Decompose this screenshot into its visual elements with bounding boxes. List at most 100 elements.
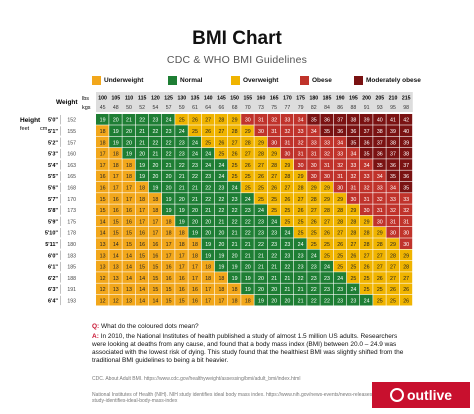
bmi-cell-value: 25 [311,231,317,237]
bmi-cell-value: 21 [245,253,251,259]
bmi-cell [267,193,281,204]
bmi-cell-value: 35 [364,152,370,158]
bmi-cell [294,114,307,125]
bmi-cell-value: 18 [192,242,198,248]
bmi-cell-value: 22 [298,276,304,282]
bmi-cell-value: 32 [390,208,396,214]
bmi-cell-value: 21 [298,298,304,304]
bmi-cell [294,193,307,204]
bmi-cell [307,215,320,227]
bmi-cell [162,170,175,182]
bmi-cell [373,114,386,125]
bmi-cell [188,272,201,283]
bmi-cell-value: 25 [284,219,290,225]
bmi-cell-value: 23 [337,298,343,304]
bmi-cell [399,272,413,283]
weight-lbs-tick: 205 [375,96,384,102]
bmi-cell-value: 26 [390,287,396,293]
bmi-cell [135,294,149,306]
bmi-cell-value: 16 [152,242,158,248]
faq-answer-prefix: A: [92,333,99,340]
height-ft-tick: 6'1" [48,265,58,271]
bmi-cell-value: 25 [179,118,185,124]
height-cm-tick: 155 [67,129,76,135]
bmi-cell-value: 16 [166,265,172,271]
bmi-cell-value: 20 [166,174,172,180]
bmi-cell-value: 21 [192,197,198,203]
bmi-cell [346,147,360,159]
bmi-cell-value: 15 [179,298,185,304]
bmi-cell [267,125,281,136]
bmi-cell [373,170,386,182]
height-ft-tick: 5'9" [48,219,58,225]
bmi-cell-value: 27 [377,253,383,259]
bmi-cell [228,181,241,193]
bmi-cell [148,249,162,261]
bmi-cell [360,114,373,125]
bmi-cell [109,249,122,261]
bmi-cell [135,181,149,193]
bmi-cell [162,227,175,238]
bmi-cell-value: 31 [284,140,290,146]
bmi-cell-value: 18 [166,231,172,237]
bmi-cell [135,215,149,227]
bmi-cell [386,260,399,272]
bmi-cell [346,215,360,227]
bmi-cell-value: 21 [245,242,251,248]
bmi-cell-value: 30 [245,118,251,124]
bmi-cell [360,238,373,249]
bmi-cell [254,238,267,249]
bmi-cell [267,215,281,227]
bmi-cell-value: 13 [126,287,132,293]
bmi-cell [122,204,135,216]
legend-item-underweight: Underweight [92,76,143,85]
bmi-cell [333,136,347,148]
bmi-cell [96,215,109,227]
bmi-cell [122,125,135,136]
height-tick-divider [60,126,61,136]
bmi-cell [346,114,360,125]
bmi-cell [373,204,386,216]
bmi-cell-value: 20 [152,174,158,180]
bmi-cell-value: 30 [390,231,396,237]
height-tick-divider [60,194,61,204]
bmi-cell [399,170,413,182]
bmi-cell [346,181,360,193]
bmi-cell-value: 25 [364,287,370,293]
bmi-cell [333,238,347,249]
bmi-cell [188,181,201,193]
bmi-cell [214,193,228,204]
bmi-cell [254,227,267,238]
weight-kgs-tick: 95 [390,105,396,111]
bmi-cell [109,125,122,136]
bmi-cell-value: 15 [126,231,132,237]
bmi-cell-value: 25 [377,287,383,293]
bmi-cell-value: 22 [271,253,277,259]
bmi-cell-value: 25 [232,163,238,169]
bmi-cell [135,227,149,238]
bmi-cell [333,147,347,159]
bmi-cell [399,238,413,249]
bmi-cell [280,294,294,306]
bmi-cell [280,136,294,148]
bmi-cell-value: 30 [311,174,317,180]
bmi-cell [241,215,254,227]
legend-item-normal: Normal [168,76,202,85]
bmi-cell-value: 31 [350,185,356,191]
bmi-cell [254,215,267,227]
bmi-cell-value: 21 [139,140,145,146]
bmi-cell-value: 26 [284,197,290,203]
height-cm-tick: 193 [67,298,76,304]
bmi-cell [267,170,281,182]
height-cm-tick: 163 [67,163,76,169]
bmi-cell [399,215,413,227]
bmi-cell [346,249,360,261]
weight-kgs-tick: 77 [285,105,291,111]
bmi-cell [96,193,109,204]
bmi-cell-value: 12 [113,298,119,304]
bmi-cell [188,238,201,249]
bmi-cell [188,114,201,125]
bmi-cell-value: 17 [192,265,198,271]
bmi-cell [373,283,386,295]
bmi-cell [148,147,162,159]
